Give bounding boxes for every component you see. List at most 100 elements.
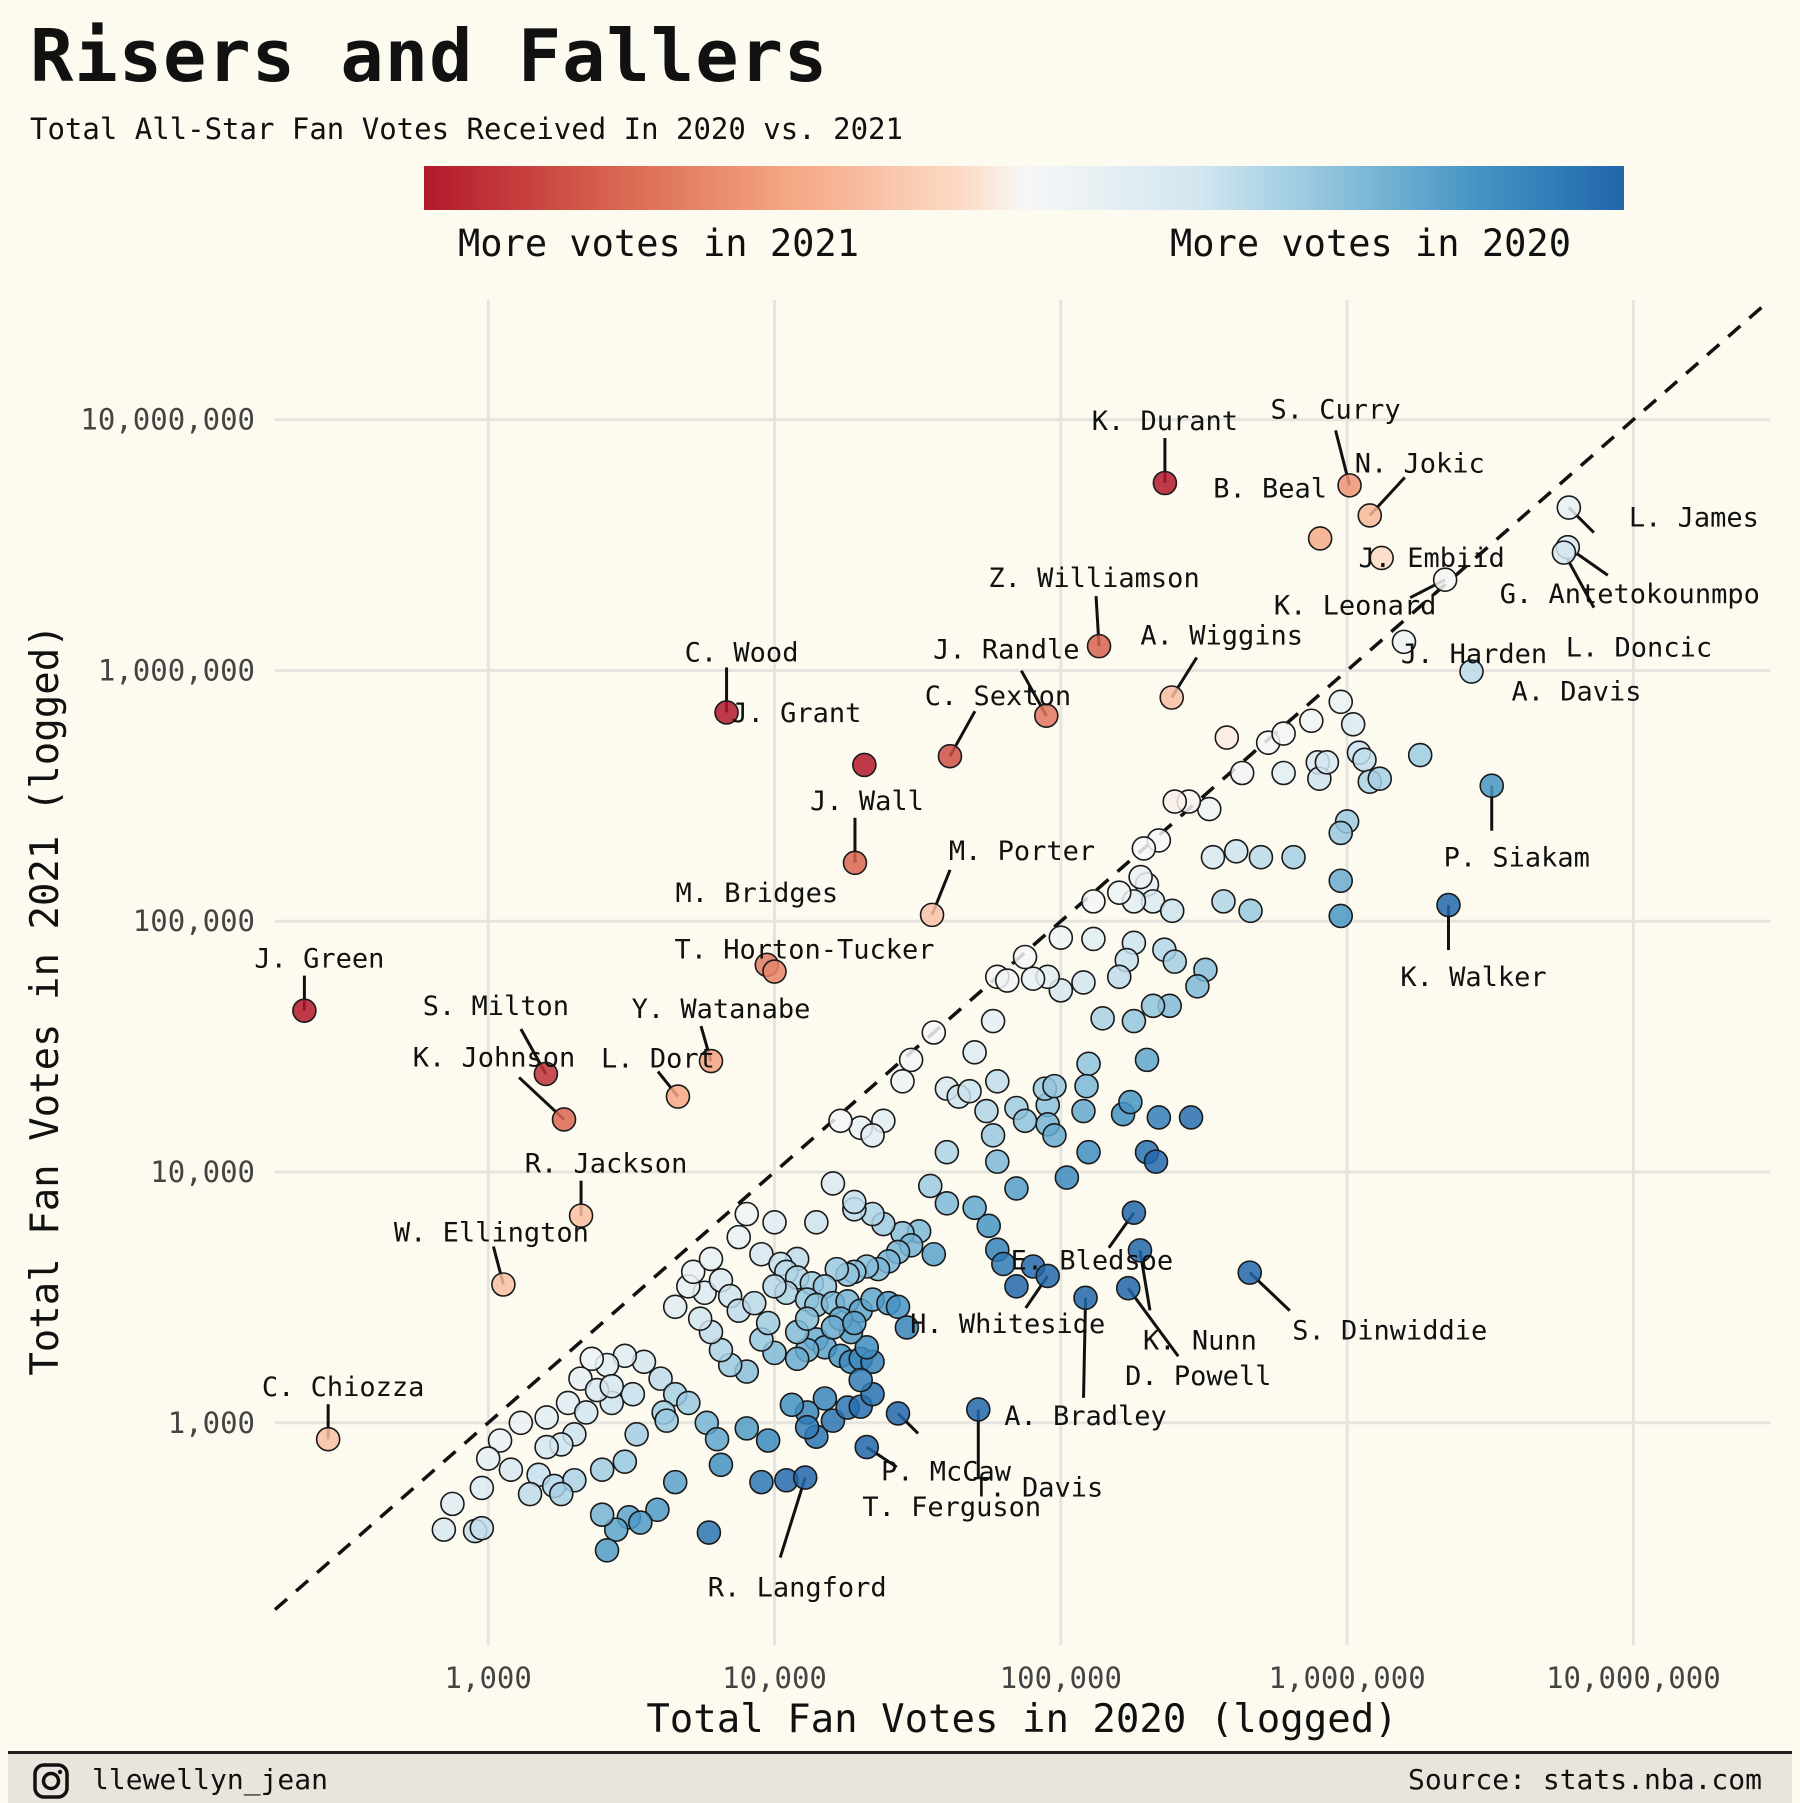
data-point [1229,760,1255,786]
labeled-data-point [1086,633,1112,659]
data-point [1162,789,1188,814]
point-label: M. Porter [949,836,1095,867]
labeled-data-point [842,850,868,876]
data-point [534,1434,559,1460]
point-label: L. Doncic [1566,633,1712,664]
data-point [620,1381,646,1407]
data-point [742,1290,767,1316]
labeled-data-point [1459,659,1484,684]
labeled-data-point [885,1401,911,1426]
data-point [1140,993,1166,1019]
data-point [469,1475,495,1501]
labeled-data-point [491,1272,516,1297]
data-point [921,1020,947,1045]
data-point [1121,1008,1147,1034]
data-point [645,1497,670,1523]
point-label: T. Davis [973,1472,1103,1503]
labeled-data-point [1337,473,1362,498]
data-point [1042,1123,1067,1148]
labeled-data-point [937,743,963,769]
data-point [991,1251,1016,1277]
color-legend-bar [424,166,1624,210]
data-point [860,1123,885,1148]
data-point [1367,766,1393,792]
data-point [1004,1176,1029,1201]
point-label: K. Johnson [413,1042,576,1073]
data-point [1328,868,1354,894]
labeled-data-point [551,1107,577,1132]
point-label: L. Dort [601,1044,715,1075]
label-leader-line [1127,1287,1180,1358]
data-point [820,1315,846,1340]
labeled-data-point [854,1434,880,1460]
point-label: J. Green [254,944,384,975]
point-label: A. Davis [1511,677,1641,708]
data-point [1159,898,1185,924]
labeled-data-point [1034,703,1059,728]
data-point [1048,925,1074,950]
labeled-data-point [1432,567,1458,593]
tick-labels: 1,000 10,000 100,000 1,000,000 10,000,000 1,0… [80,403,1720,1695]
point-label: S. Curry [1271,394,1401,425]
data-point [1271,760,1296,786]
point-label: R. Langford [708,1573,887,1604]
point-label: R. Jackson [525,1149,688,1180]
data-point [676,1390,701,1416]
data-point [994,968,1020,993]
data-point [687,1306,713,1332]
x-tick-label: 1,000 [445,1661,532,1695]
data-point [1281,844,1306,870]
labeled-data-point [792,1465,818,1490]
point-label: S. Dinwiddie [1292,1316,1487,1347]
data-point [848,1367,873,1393]
labeled-data-point [1115,1275,1141,1301]
point-label: P. Siakam [1444,843,1590,874]
data-point [708,1452,734,1478]
data-point [779,1392,805,1418]
x-tick-label: 10,000,000 [1546,1661,1721,1695]
data-point [885,1294,911,1320]
data-point [589,1502,615,1528]
x-tick-label: 10,000 [722,1661,827,1695]
data-point [1090,1006,1115,1031]
data-point [1328,903,1354,929]
data-point [440,1491,465,1517]
point-label: N. Jokic [1355,448,1485,479]
point-label: S. Milton [423,991,569,1022]
labeled-data-point [292,998,317,1023]
instagram-icon [33,1763,69,1799]
label-leader-line [778,1477,807,1558]
point-label: Y. Watanabe [632,994,811,1025]
data-point [680,1259,706,1285]
data-point [1185,974,1210,999]
point-labels: K. Durant S. Curry N. Jokic B. Beal J. Embii… [254,394,1759,1603]
data-point [762,1210,787,1235]
point-label: T. Ferguson [862,1492,1041,1523]
labeled-data-point [852,752,877,778]
source-note: Source: stats.nba.com [1407,1763,1762,1796]
data-point [734,1416,760,1441]
data-point [962,1040,987,1065]
data-point [980,1123,1006,1148]
data-point [1196,796,1222,822]
data-point [1328,689,1354,715]
labeled-data-point [1357,503,1383,528]
point-label: J. Wall [810,786,924,817]
data-point [842,1189,867,1215]
data-point [1076,1139,1101,1165]
labeled-data-point [1479,773,1505,799]
data-point [599,1373,625,1399]
data-point [726,1224,752,1250]
data-point [784,1346,810,1372]
x-tick-label: 100,000 [1000,1661,1122,1695]
data-point [824,1256,850,1282]
data-point [1299,708,1324,734]
x-axis-label: Total Fan Votes in 2020 (logged) [646,1697,1397,1742]
point-label: C. Chiozza [262,1372,425,1403]
labeled-data-point [698,1048,724,1074]
labeled-data-point [1436,892,1461,918]
labeled-data-point [533,1061,559,1087]
data-point [1211,889,1236,914]
data-point [1214,725,1240,750]
data-point [475,1446,501,1471]
